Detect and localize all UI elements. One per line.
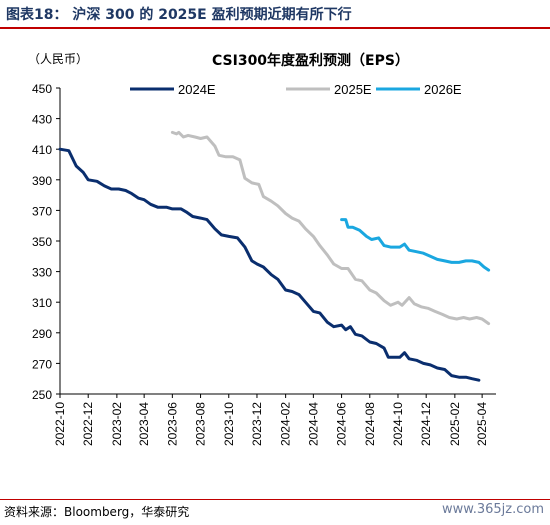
x-tick-label: 2025-02: [448, 402, 462, 446]
series-line-2024E: [58, 147, 481, 382]
y-tick-label: 410: [32, 143, 52, 157]
x-tick-label: 2025-04: [475, 402, 489, 446]
title-rule: [0, 27, 550, 29]
series-line-2025E: [170, 130, 491, 326]
x-tick-label: 2024-04: [306, 402, 320, 446]
series-line-2026E: [340, 218, 491, 272]
axes: 450 430 410 390 370 350 330 310 290 270 2502022-10…: [32, 82, 496, 446]
source-note: 资料来源：Bloomberg，华泰研究: [4, 505, 190, 519]
x-tick-label: 2022-10: [53, 402, 67, 446]
x-tick-label: 2023-10: [222, 402, 236, 446]
y-tick-label: 270: [32, 357, 52, 371]
unit-label: （人民币）: [28, 52, 89, 66]
series-layer: [58, 130, 491, 382]
legend-label-2024E: 2024E: [178, 82, 216, 97]
x-tick-label: 2022-12: [81, 402, 95, 446]
x-tick-label: 2023-08: [194, 402, 208, 446]
x-tick-label: 2024-10: [391, 402, 405, 446]
x-tick-label: 2024-08: [363, 402, 377, 446]
x-tick-label: 2024-06: [335, 402, 349, 446]
legend: 2024E 2025E 2026E: [130, 82, 462, 97]
x-tick-label: 2023-12: [250, 402, 264, 446]
x-tick-label: 2024-02: [279, 402, 293, 446]
y-tick-label: 250: [32, 388, 52, 402]
y-tick-label: 390: [32, 174, 52, 188]
y-tick-label: 330: [32, 266, 52, 280]
footer-rule: [0, 499, 550, 500]
y-tick-label: 370: [32, 204, 52, 218]
x-tick-label: 2023-04: [137, 402, 151, 446]
y-tick-label: 310: [32, 296, 52, 310]
x-tick-label: 2023-06: [165, 402, 179, 446]
x-tick-label: 2024-12: [419, 402, 433, 446]
y-tick-label: 430: [32, 113, 52, 127]
figure-title: 图表18： 沪深 300 的 2025E 盈利预期近期有所下行: [6, 7, 352, 23]
y-tick-label: 350: [32, 235, 52, 249]
legend-label-2025E: 2025E: [334, 82, 372, 97]
y-tick-label: 450: [32, 82, 52, 96]
y-tick-label: 290: [32, 327, 52, 341]
legend-label-2026E: 2026E: [424, 82, 462, 97]
x-tick-label: 2023-02: [110, 402, 124, 446]
watermark: www.365jz.com: [442, 502, 544, 517]
chart-title: CSI300年度盈利预测（EPS）: [212, 53, 409, 69]
